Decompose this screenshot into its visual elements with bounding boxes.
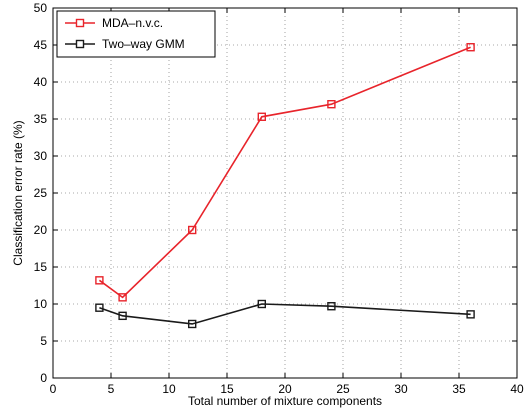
legend-label: Two–way GMM xyxy=(102,37,185,51)
y-tick-label: 30 xyxy=(34,149,48,163)
x-tick-label: 5 xyxy=(108,382,115,396)
data-series xyxy=(95,43,475,329)
x-tick-label: 20 xyxy=(278,382,292,396)
y-tick-label: 40 xyxy=(34,75,48,89)
x-tick-label: 15 xyxy=(220,382,234,396)
x-axis-label: Total number of mixture components xyxy=(188,394,382,408)
axis-ticks: 0 5 10 15 20 25 30 35 40 0 5 10 15 20 25 30 35 40 45 50 xyxy=(34,1,524,396)
legend-marker xyxy=(75,18,85,28)
legend-box xyxy=(56,10,216,58)
data-point xyxy=(95,303,104,312)
data-point xyxy=(187,225,197,235)
legend: MDA–n.v.c. Two–way GMM xyxy=(56,10,216,58)
y-tick-label: 0 xyxy=(40,371,47,385)
legend-label: MDA–n.v.c. xyxy=(102,16,163,30)
x-tick-label: 35 xyxy=(452,382,466,396)
data-point xyxy=(466,310,475,319)
series-2 xyxy=(95,299,475,329)
y-tick-label: 10 xyxy=(34,297,48,311)
data-point xyxy=(118,293,127,302)
y-tick-label: 25 xyxy=(34,186,48,200)
x-tick-label: 25 xyxy=(336,382,350,396)
y-tick-label: 15 xyxy=(34,260,48,274)
y-tick-label: 35 xyxy=(34,112,48,126)
y-tick-label: 20 xyxy=(34,223,48,237)
data-point xyxy=(466,43,475,52)
y-axis-label: Classification error rate (%) xyxy=(11,120,25,265)
data-point xyxy=(187,319,197,329)
legend-entry: Two–way GMM xyxy=(65,37,185,51)
x-tick-label: 30 xyxy=(394,382,408,396)
legend-entry: MDA–n.v.c. xyxy=(65,16,163,30)
x-tick-label: 10 xyxy=(162,382,176,396)
data-point xyxy=(118,311,127,321)
x-tick-label: 40 xyxy=(510,382,524,396)
x-tick-label: 0 xyxy=(50,382,57,396)
data-point xyxy=(327,302,336,311)
data-point xyxy=(95,276,104,285)
y-tick-label: 5 xyxy=(40,334,47,348)
data-point xyxy=(327,99,336,109)
y-tick-label: 45 xyxy=(34,38,48,52)
series-1 xyxy=(95,43,475,302)
legend-marker xyxy=(75,39,85,49)
data-point xyxy=(257,112,266,121)
y-tick-label: 50 xyxy=(34,1,48,15)
data-point xyxy=(257,299,266,309)
